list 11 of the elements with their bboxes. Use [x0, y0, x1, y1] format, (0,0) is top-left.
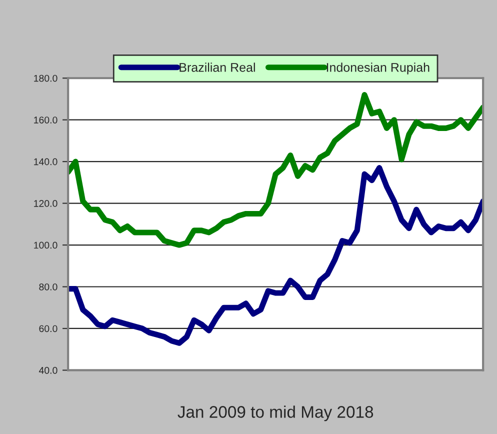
y-tick-label: 80.0 — [39, 283, 58, 290]
y-tick-label: 40.0 — [38, 366, 58, 374]
y-tick-label: 120.0 — [34, 200, 58, 207]
y-tick-label: 160.0 — [34, 116, 58, 124]
x-axis-title: Jan 2009 to mid May 2018 — [178, 406, 374, 422]
y-tick-label: 140.0 — [34, 158, 58, 166]
legend-label: Indonesian Rupiah — [326, 62, 430, 74]
legend-label: Brazilian Real — [180, 62, 255, 72]
y-tick-label: 180.0 — [34, 74, 58, 82]
y-tick-label: 60.0 — [39, 325, 58, 332]
y-tick-label: 100.0 — [34, 242, 58, 249]
